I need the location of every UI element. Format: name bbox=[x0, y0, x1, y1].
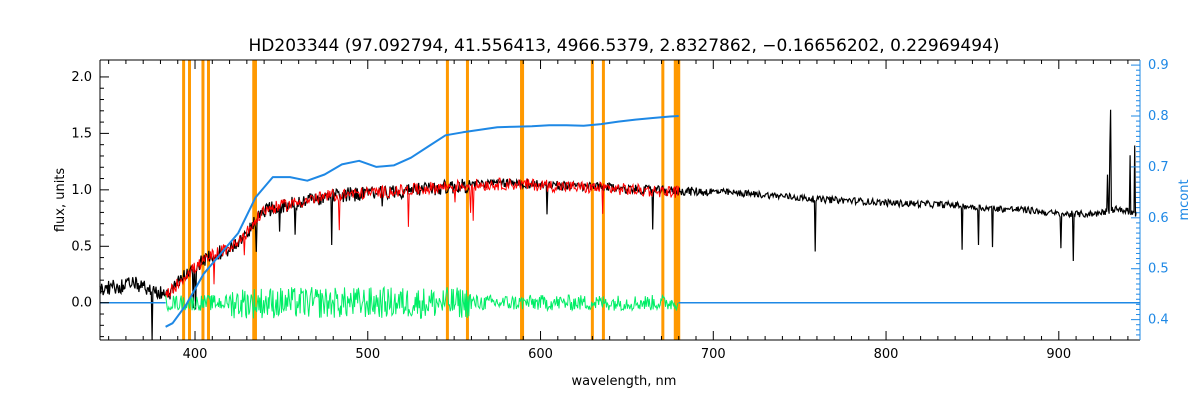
y2-tick-label: 0.4 bbox=[1148, 313, 1169, 328]
x-tick-label: 800 bbox=[874, 347, 899, 362]
x-tick-label: 700 bbox=[701, 347, 726, 362]
y-tick-label: 2.0 bbox=[71, 70, 92, 85]
y2-tick-label: 0.9 bbox=[1148, 58, 1169, 73]
y-tick-label: 0.5 bbox=[71, 239, 92, 254]
y-tick-label: 1.0 bbox=[71, 183, 92, 198]
y-axis-label: flux, units bbox=[53, 168, 68, 233]
y2-axis-label: mcont bbox=[1177, 179, 1192, 220]
model-spectrum-layer bbox=[165, 177, 680, 298]
y2-tick-label: 0.5 bbox=[1148, 262, 1169, 277]
y2-tick-label: 0.8 bbox=[1148, 109, 1169, 124]
y2-tick-label: 0.6 bbox=[1148, 211, 1169, 226]
x-tick-label: 900 bbox=[1046, 347, 1071, 362]
x-tick-label: 500 bbox=[355, 347, 380, 362]
y2-tick-label: 0.7 bbox=[1148, 160, 1169, 175]
residual-line bbox=[165, 285, 679, 319]
continuum-line bbox=[165, 115, 679, 328]
chart-title: HD203344 (97.092794, 41.556413, 4966.537… bbox=[249, 36, 1000, 56]
residual-layer bbox=[165, 285, 679, 319]
axes-layer: 400 500 600 700 800 900 0.0 0.5 1.0 1.5 2.0 0.4 0.5 0… bbox=[71, 58, 1168, 362]
y-tick-label: 1.5 bbox=[71, 126, 92, 141]
continuum-layer bbox=[100, 115, 1140, 328]
x-axis-label: wavelength, nm bbox=[572, 374, 677, 389]
y-tick-label: 0.0 bbox=[71, 296, 92, 311]
model-spectrum-line bbox=[165, 177, 680, 298]
x-tick-label: 600 bbox=[528, 347, 553, 362]
x-tick-label: 400 bbox=[183, 347, 208, 362]
